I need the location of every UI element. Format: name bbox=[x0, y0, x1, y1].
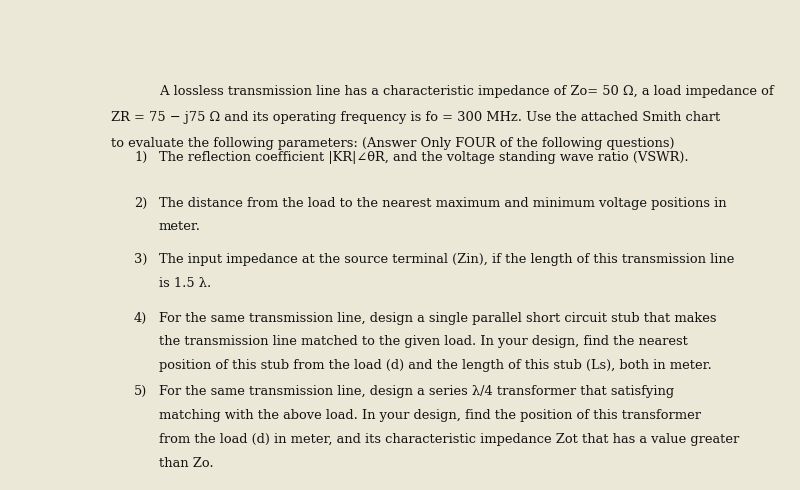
Text: the transmission line matched to the given load. In your design, find the neares: the transmission line matched to the giv… bbox=[159, 336, 688, 348]
Text: 1): 1) bbox=[134, 151, 147, 164]
Text: A lossless transmission line has a characteristic impedance of Zo= 50 Ω, a load : A lossless transmission line has a chara… bbox=[156, 85, 774, 98]
Text: than Zo.: than Zo. bbox=[159, 457, 214, 470]
Text: 2): 2) bbox=[134, 196, 147, 210]
Text: position of this stub from the load (d) and the length of this stub (Ls), both i: position of this stub from the load (d) … bbox=[159, 359, 712, 372]
Text: 4): 4) bbox=[134, 312, 147, 324]
Text: is 1.5 λ.: is 1.5 λ. bbox=[159, 277, 211, 290]
Text: The reflection coefficient |KR|∠θR, and the voltage standing wave ratio (VSWR).: The reflection coefficient |KR|∠θR, and … bbox=[159, 151, 689, 164]
Text: matching with the above load. In your design, find the position of this transfor: matching with the above load. In your de… bbox=[159, 409, 701, 422]
Text: The input impedance at the source terminal (Zin), if the length of this transmis: The input impedance at the source termin… bbox=[159, 253, 734, 266]
Text: to evaluate the following parameters: (Answer Only FOUR of the following questio: to evaluate the following parameters: (A… bbox=[111, 137, 674, 149]
Text: For the same transmission line, design a series λ/4 transformer that satisfying: For the same transmission line, design a… bbox=[159, 385, 674, 398]
Text: meter.: meter. bbox=[159, 220, 201, 233]
Text: from the load (d) in meter, and its characteristic impedance Zot that has a valu: from the load (d) in meter, and its char… bbox=[159, 433, 739, 446]
Text: 3): 3) bbox=[134, 253, 147, 266]
Text: The distance from the load to the nearest maximum and minimum voltage positions : The distance from the load to the neares… bbox=[159, 196, 726, 210]
Text: 5): 5) bbox=[134, 385, 147, 398]
Text: For the same transmission line, design a single parallel short circuit stub that: For the same transmission line, design a… bbox=[159, 312, 717, 324]
Text: ZR = 75 − j75 Ω and its operating frequency is fo = 300 MHz. Use the attached Sm: ZR = 75 − j75 Ω and its operating freque… bbox=[111, 111, 721, 124]
